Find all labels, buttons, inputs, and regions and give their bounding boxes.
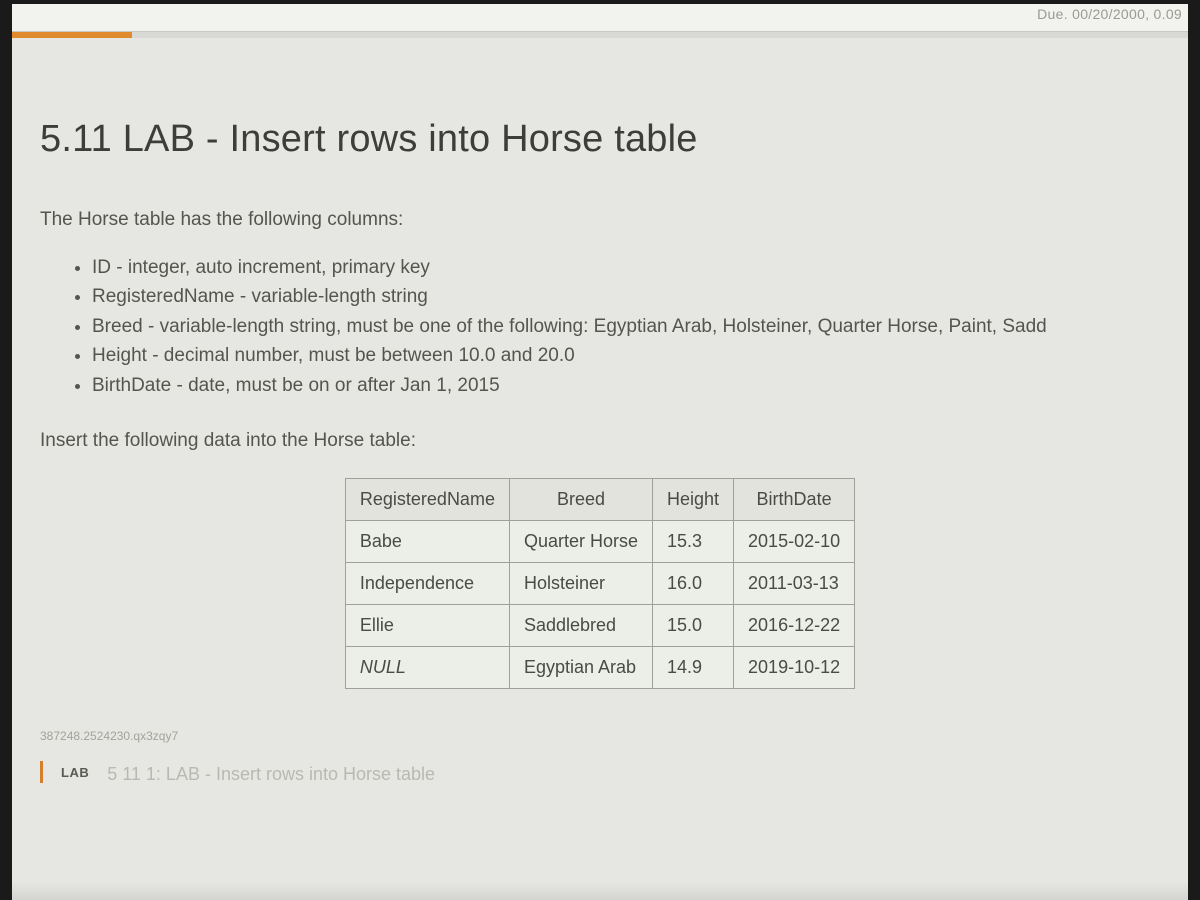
cell-height: 16.0 bbox=[653, 563, 734, 605]
list-item: ID - integer, auto increment, primary ke… bbox=[92, 253, 1160, 282]
horse-table-wrapper: RegisteredName Breed Height BirthDate Ba… bbox=[40, 478, 1160, 689]
col-registeredname: RegisteredName bbox=[345, 479, 509, 521]
cell-height: 15.3 bbox=[653, 521, 734, 563]
intro-text: The Horse table has the following column… bbox=[40, 209, 1160, 231]
column-definition-list: ID - integer, auto increment, primary ke… bbox=[40, 253, 1160, 400]
list-item: BirthDate - date, must be on or after Ja… bbox=[92, 371, 1160, 400]
lab-accent-bar bbox=[40, 761, 43, 783]
col-height: Height bbox=[653, 479, 734, 521]
table-header-row: RegisteredName Breed Height BirthDate bbox=[345, 479, 854, 521]
table-row: IndependenceHolsteiner16.02011-03-13 bbox=[345, 563, 854, 605]
page-title: 5.11 LAB - Insert rows into Horse table bbox=[40, 118, 1160, 161]
table-row: NULLEgyptian Arab14.92019-10-12 bbox=[345, 647, 854, 689]
cell-breed: Egyptian Arab bbox=[509, 647, 652, 689]
cell-height: 15.0 bbox=[653, 605, 734, 647]
cell-height: 14.9 bbox=[653, 647, 734, 689]
cell-registeredname: Ellie bbox=[345, 605, 509, 647]
cell-registeredname: NULL bbox=[345, 647, 509, 689]
lab-subtitle: 5 11 1: LAB - Insert rows into Horse tab… bbox=[107, 764, 435, 785]
list-item: RegisteredName - variable-length string bbox=[92, 282, 1160, 311]
cell-breed: Quarter Horse bbox=[509, 521, 652, 563]
list-item: Height - decimal number, must be between… bbox=[92, 341, 1160, 370]
lab-content: 5.11 LAB - Insert rows into Horse table … bbox=[12, 38, 1188, 900]
cell-registeredname: Babe bbox=[345, 521, 509, 563]
due-date-fragment: Due. 00/20/2000, 0.09 bbox=[1037, 6, 1182, 22]
cell-birthdate: 2019-10-12 bbox=[734, 647, 855, 689]
instruction-text: Insert the following data into the Horse… bbox=[40, 430, 1160, 452]
table-row: EllieSaddlebred15.02016-12-22 bbox=[345, 605, 854, 647]
cell-breed: Saddlebred bbox=[509, 605, 652, 647]
lab-badge: LAB bbox=[61, 765, 89, 780]
cell-birthdate: 2011-03-13 bbox=[734, 563, 855, 605]
cell-registeredname: Independence bbox=[345, 563, 509, 605]
horse-data-table: RegisteredName Breed Height BirthDate Ba… bbox=[345, 478, 855, 689]
cell-birthdate: 2015-02-10 bbox=[734, 521, 855, 563]
list-item: Breed - variable-length string, must be … bbox=[92, 312, 1160, 341]
col-birthdate: BirthDate bbox=[734, 479, 855, 521]
col-breed: Breed bbox=[509, 479, 652, 521]
table-row: BabeQuarter Horse15.32015-02-10 bbox=[345, 521, 854, 563]
question-id: 387248.2524230.qx3zqy7 bbox=[40, 729, 1160, 743]
cell-breed: Holsteiner bbox=[509, 563, 652, 605]
top-toolbar: Due. 00/20/2000, 0.09 bbox=[12, 4, 1188, 32]
lab-footer: LAB 5 11 1: LAB - Insert rows into Horse… bbox=[40, 761, 1160, 783]
cell-birthdate: 2016-12-22 bbox=[734, 605, 855, 647]
